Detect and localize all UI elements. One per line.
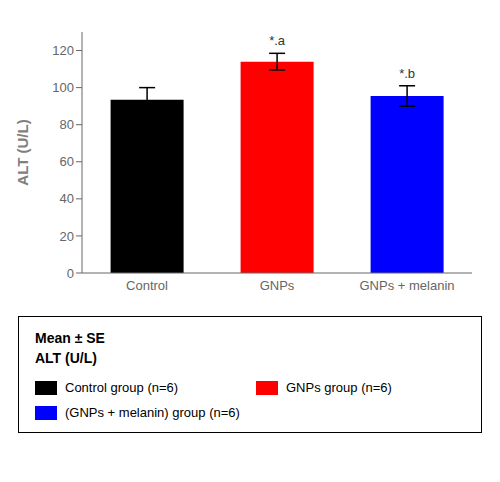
svg-text:60: 60 <box>60 154 74 169</box>
html-text:(GNPs + melanin) group (n=6): (GNPs + melanin) group (n=6) <box>65 405 240 421</box>
html-text:Mean ± SE ALT (U/L): Mean ± SE ALT (U/L) <box>35 330 105 366</box>
svg-text:*.b: *.b <box>399 66 415 81</box>
svg-text:100: 100 <box>52 80 74 95</box>
svg-text:ALT (U/L): ALT (U/L) <box>14 119 31 185</box>
svg-text:20: 20 <box>60 229 74 244</box>
svg-text:0: 0 <box>67 266 74 281</box>
html-text:GNPs group (n=6): GNPs group (n=6) <box>286 380 392 396</box>
svg-text:120: 120 <box>52 43 74 58</box>
html-text:Control group (n=6): Control group (n=6) <box>65 380 179 396</box>
svg-text:Control: Control <box>126 278 168 293</box>
svg-text:80: 80 <box>60 117 74 132</box>
svg-text:GNPs: GNPs <box>260 278 295 293</box>
svg-text:GNPs + melanin: GNPs + melanin <box>359 278 454 293</box>
svg-text:*.a: *.a <box>269 33 286 48</box>
svg-text:40: 40 <box>60 191 74 206</box>
